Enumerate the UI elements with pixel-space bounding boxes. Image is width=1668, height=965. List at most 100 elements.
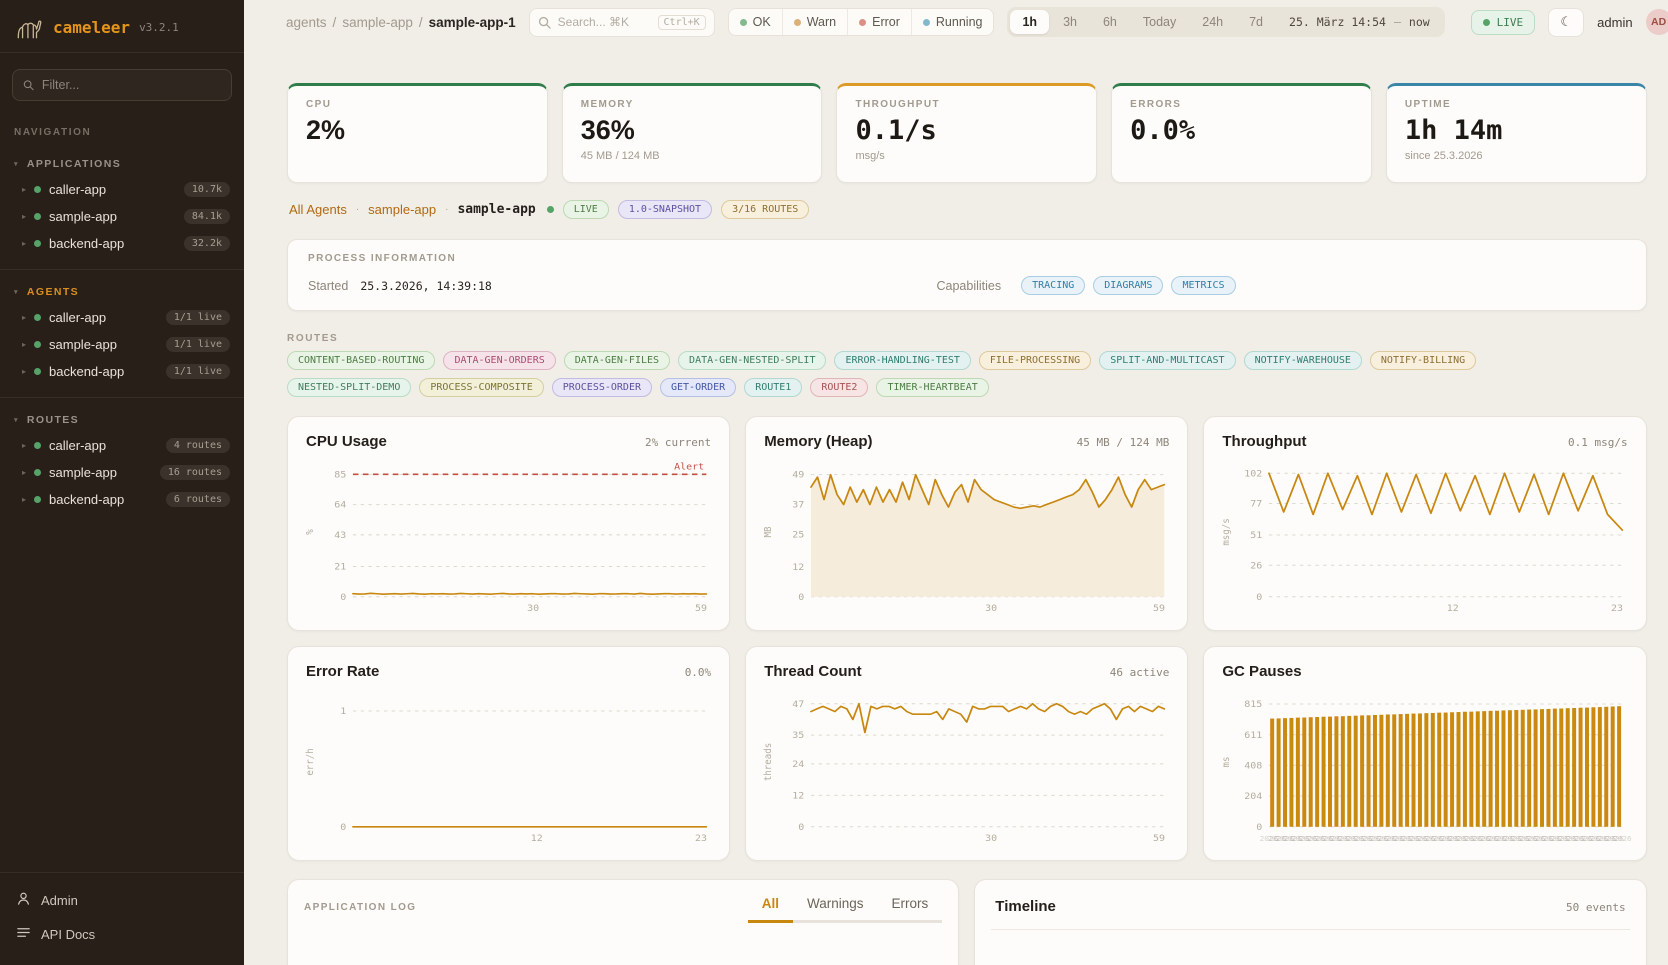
date-range-value: 25. März 14:54 xyxy=(1289,15,1386,29)
section-header-routes[interactable]: ▾ ROUTES xyxy=(0,408,244,432)
svg-text:Alert: Alert xyxy=(674,462,704,472)
time-range-today[interactable]: Today xyxy=(1142,15,1177,29)
sidebar-item-caller-app[interactable]: ▸ caller-app 4 routes xyxy=(0,432,244,459)
chevron-down-icon: ▾ xyxy=(14,161,19,168)
svg-text:2026: 2026 xyxy=(1291,834,1310,843)
route-chip-notify-billing[interactable]: NOTIFY-BILLING xyxy=(1369,351,1477,370)
agent-bar-link[interactable]: sample-app xyxy=(368,202,437,217)
time-range-3h[interactable]: 3h xyxy=(1063,15,1077,29)
route-chip-process-composite[interactable]: PROCESS-COMPOSITE xyxy=(419,378,544,397)
time-range-7d[interactable]: 7d xyxy=(1249,15,1264,29)
status-filter-warn[interactable]: Warn xyxy=(781,9,847,35)
chart-title: Memory (Heap) xyxy=(764,433,873,450)
svg-text:2026: 2026 xyxy=(1284,834,1303,843)
sidebar-item-caller-app[interactable]: ▸ caller-app 10.7k xyxy=(0,176,244,203)
route-chip-timer-heartbeat[interactable]: TIMER-HEARTBEAT xyxy=(876,378,989,397)
status-dot-icon xyxy=(34,442,42,449)
svg-text:77: 77 xyxy=(1251,499,1263,509)
timeline-card: Timeline 50 events xyxy=(974,879,1647,965)
time-range-1h[interactable]: 1h xyxy=(1010,10,1050,34)
avatar[interactable]: AD xyxy=(1645,9,1668,35)
svg-text:35: 35 xyxy=(792,731,804,741)
global-search[interactable]: Search... ⌘K Ctrl+K xyxy=(528,7,715,37)
chart-card-thread-count: Thread Count 46 active 0 12 24 35 47 threads 30 5… xyxy=(745,646,1189,861)
svg-text:2026: 2026 xyxy=(1472,834,1491,843)
route-chip-notify-warehouse[interactable]: NOTIFY-WAREHOUSE xyxy=(1243,351,1362,370)
status-filter-error[interactable]: Error xyxy=(847,9,911,35)
sidebar-item-backend-app[interactable]: ▸ backend-app 32.2k xyxy=(0,230,244,257)
stat-card-errors: ERRORS 0.0% xyxy=(1111,83,1372,183)
route-chip-content-based-routing[interactable]: CONTENT-BASED-ROUTING xyxy=(287,351,436,370)
moon-icon: ☾ xyxy=(1560,14,1572,29)
route-chip-get-order[interactable]: GET-ORDER xyxy=(660,378,737,397)
section-header-applications[interactable]: ▾ APPLICATIONS xyxy=(0,152,244,176)
log-tab-all[interactable]: All xyxy=(747,896,794,923)
route-chip-list: CONTENT-BASED-ROUTING DATA-GEN-ORDERS DATA… xyxy=(287,351,1520,397)
chart-card-memory-heap: Memory (Heap) 45 MB / 124 MB 0 12 25 37 49 MB 30… xyxy=(745,416,1189,631)
live-indicator[interactable]: LIVE xyxy=(1470,9,1536,35)
sidebar-item-sample-app[interactable]: ▸ sample-app 1/1 live xyxy=(0,331,244,358)
date-range-separator: — xyxy=(1393,15,1401,29)
svg-text:0: 0 xyxy=(1257,592,1263,602)
route-chip-process-order[interactable]: PROCESS-ORDER xyxy=(551,378,652,397)
svg-text:2026: 2026 xyxy=(1613,834,1631,843)
route-chip-route1[interactable]: ROUTE1 xyxy=(744,378,803,397)
sidebar-filter[interactable] xyxy=(12,69,232,101)
svg-text:12: 12 xyxy=(792,791,804,801)
user-icon xyxy=(16,891,31,909)
breadcrumb-item[interactable]: sample-app xyxy=(342,14,413,30)
chart-header: CPU Usage 2% current xyxy=(302,431,715,450)
chart-card-gc-pauses: GC Pauses 0 204 408 611 815 ms 2026 2026 2026 2026… xyxy=(1203,646,1647,861)
stat-value: 2% xyxy=(306,115,346,145)
agent-bar-link[interactable]: All Agents xyxy=(289,202,347,217)
footer-item-admin[interactable]: Admin xyxy=(0,883,244,917)
sidebar-item-sample-app[interactable]: ▸ sample-app 16 routes xyxy=(0,459,244,486)
svg-text:2026: 2026 xyxy=(1566,834,1585,843)
chevron-down-icon: ▾ xyxy=(14,289,19,296)
chart-header: GC Pauses xyxy=(1218,661,1631,680)
chart-title: Error Rate xyxy=(306,663,380,680)
agent-chip-3/16 routes: 3/16 ROUTES xyxy=(721,200,810,219)
route-chip-file-processing[interactable]: FILE-PROCESSING xyxy=(978,351,1092,370)
chevron-right-icon: ▸ xyxy=(22,495,27,504)
svg-text:2026: 2026 xyxy=(1551,834,1570,843)
chart-title: GC Pauses xyxy=(1222,663,1302,680)
status-filter-ok[interactable]: OK xyxy=(729,9,782,35)
route-chip-data-gen-orders[interactable]: DATA-GEN-ORDERS xyxy=(443,351,556,370)
section-header-agents[interactable]: ▾ AGENTS xyxy=(0,280,244,304)
status-dot-icon xyxy=(34,368,42,375)
svg-text:2026: 2026 xyxy=(1315,834,1334,843)
footer-item-api-docs[interactable]: API Docs xyxy=(0,917,244,951)
svg-text:2026: 2026 xyxy=(1558,834,1577,843)
chart-title: Throughput xyxy=(1222,433,1307,450)
theme-toggle-button[interactable]: ☾ xyxy=(1548,7,1585,37)
log-tab-errors[interactable]: Errors xyxy=(877,896,943,923)
route-chip-error-handling-test[interactable]: ERROR-HANDLING-TEST xyxy=(834,351,971,370)
sidebar-item-backend-app[interactable]: ▸ backend-app 1/1 live xyxy=(0,358,244,385)
route-chip-route2[interactable]: ROUTE2 xyxy=(810,378,869,397)
status-filter-group: OK Warn Error Running xyxy=(727,8,995,36)
svg-text:2026: 2026 xyxy=(1464,834,1483,843)
route-chip-data-gen-files[interactable]: DATA-GEN-FILES xyxy=(563,351,671,370)
status-dot-icon xyxy=(34,213,42,220)
time-range-24h[interactable]: 24h xyxy=(1202,15,1224,29)
section-label: APPLICATIONS xyxy=(26,158,122,170)
filter-input[interactable] xyxy=(41,78,221,92)
route-chip-data-gen-nested-split[interactable]: DATA-GEN-NESTED-SPLIT xyxy=(678,351,827,370)
breadcrumb-item[interactable]: agents xyxy=(286,14,327,30)
date-range-display[interactable]: 25. März 14:54 — now xyxy=(1277,15,1442,29)
sidebar-item-badge: 16 routes xyxy=(159,465,230,480)
navigation-label: NAVIGATION xyxy=(14,127,92,138)
svg-text:49: 49 xyxy=(792,470,804,480)
stat-subtext: since 25.3.2026 xyxy=(1404,150,1483,162)
route-chip-nested-split-demo[interactable]: NESTED-SPLIT-DEMO xyxy=(287,378,412,397)
status-filter-running[interactable]: Running xyxy=(910,9,994,35)
sidebar-item-backend-app[interactable]: ▸ backend-app 6 routes xyxy=(0,486,244,513)
route-chip-split-and-multicast[interactable]: SPLIT-AND-MULTICAST xyxy=(1099,351,1236,370)
time-range-6h[interactable]: 6h xyxy=(1102,15,1117,29)
section-label: AGENTS xyxy=(26,286,80,298)
sidebar-item-caller-app[interactable]: ▸ caller-app 1/1 live xyxy=(0,304,244,331)
footer-item-label: Admin xyxy=(41,892,78,908)
sidebar-item-sample-app[interactable]: ▸ sample-app 84.1k xyxy=(0,203,244,230)
log-tab-warnings[interactable]: Warnings xyxy=(793,896,878,923)
